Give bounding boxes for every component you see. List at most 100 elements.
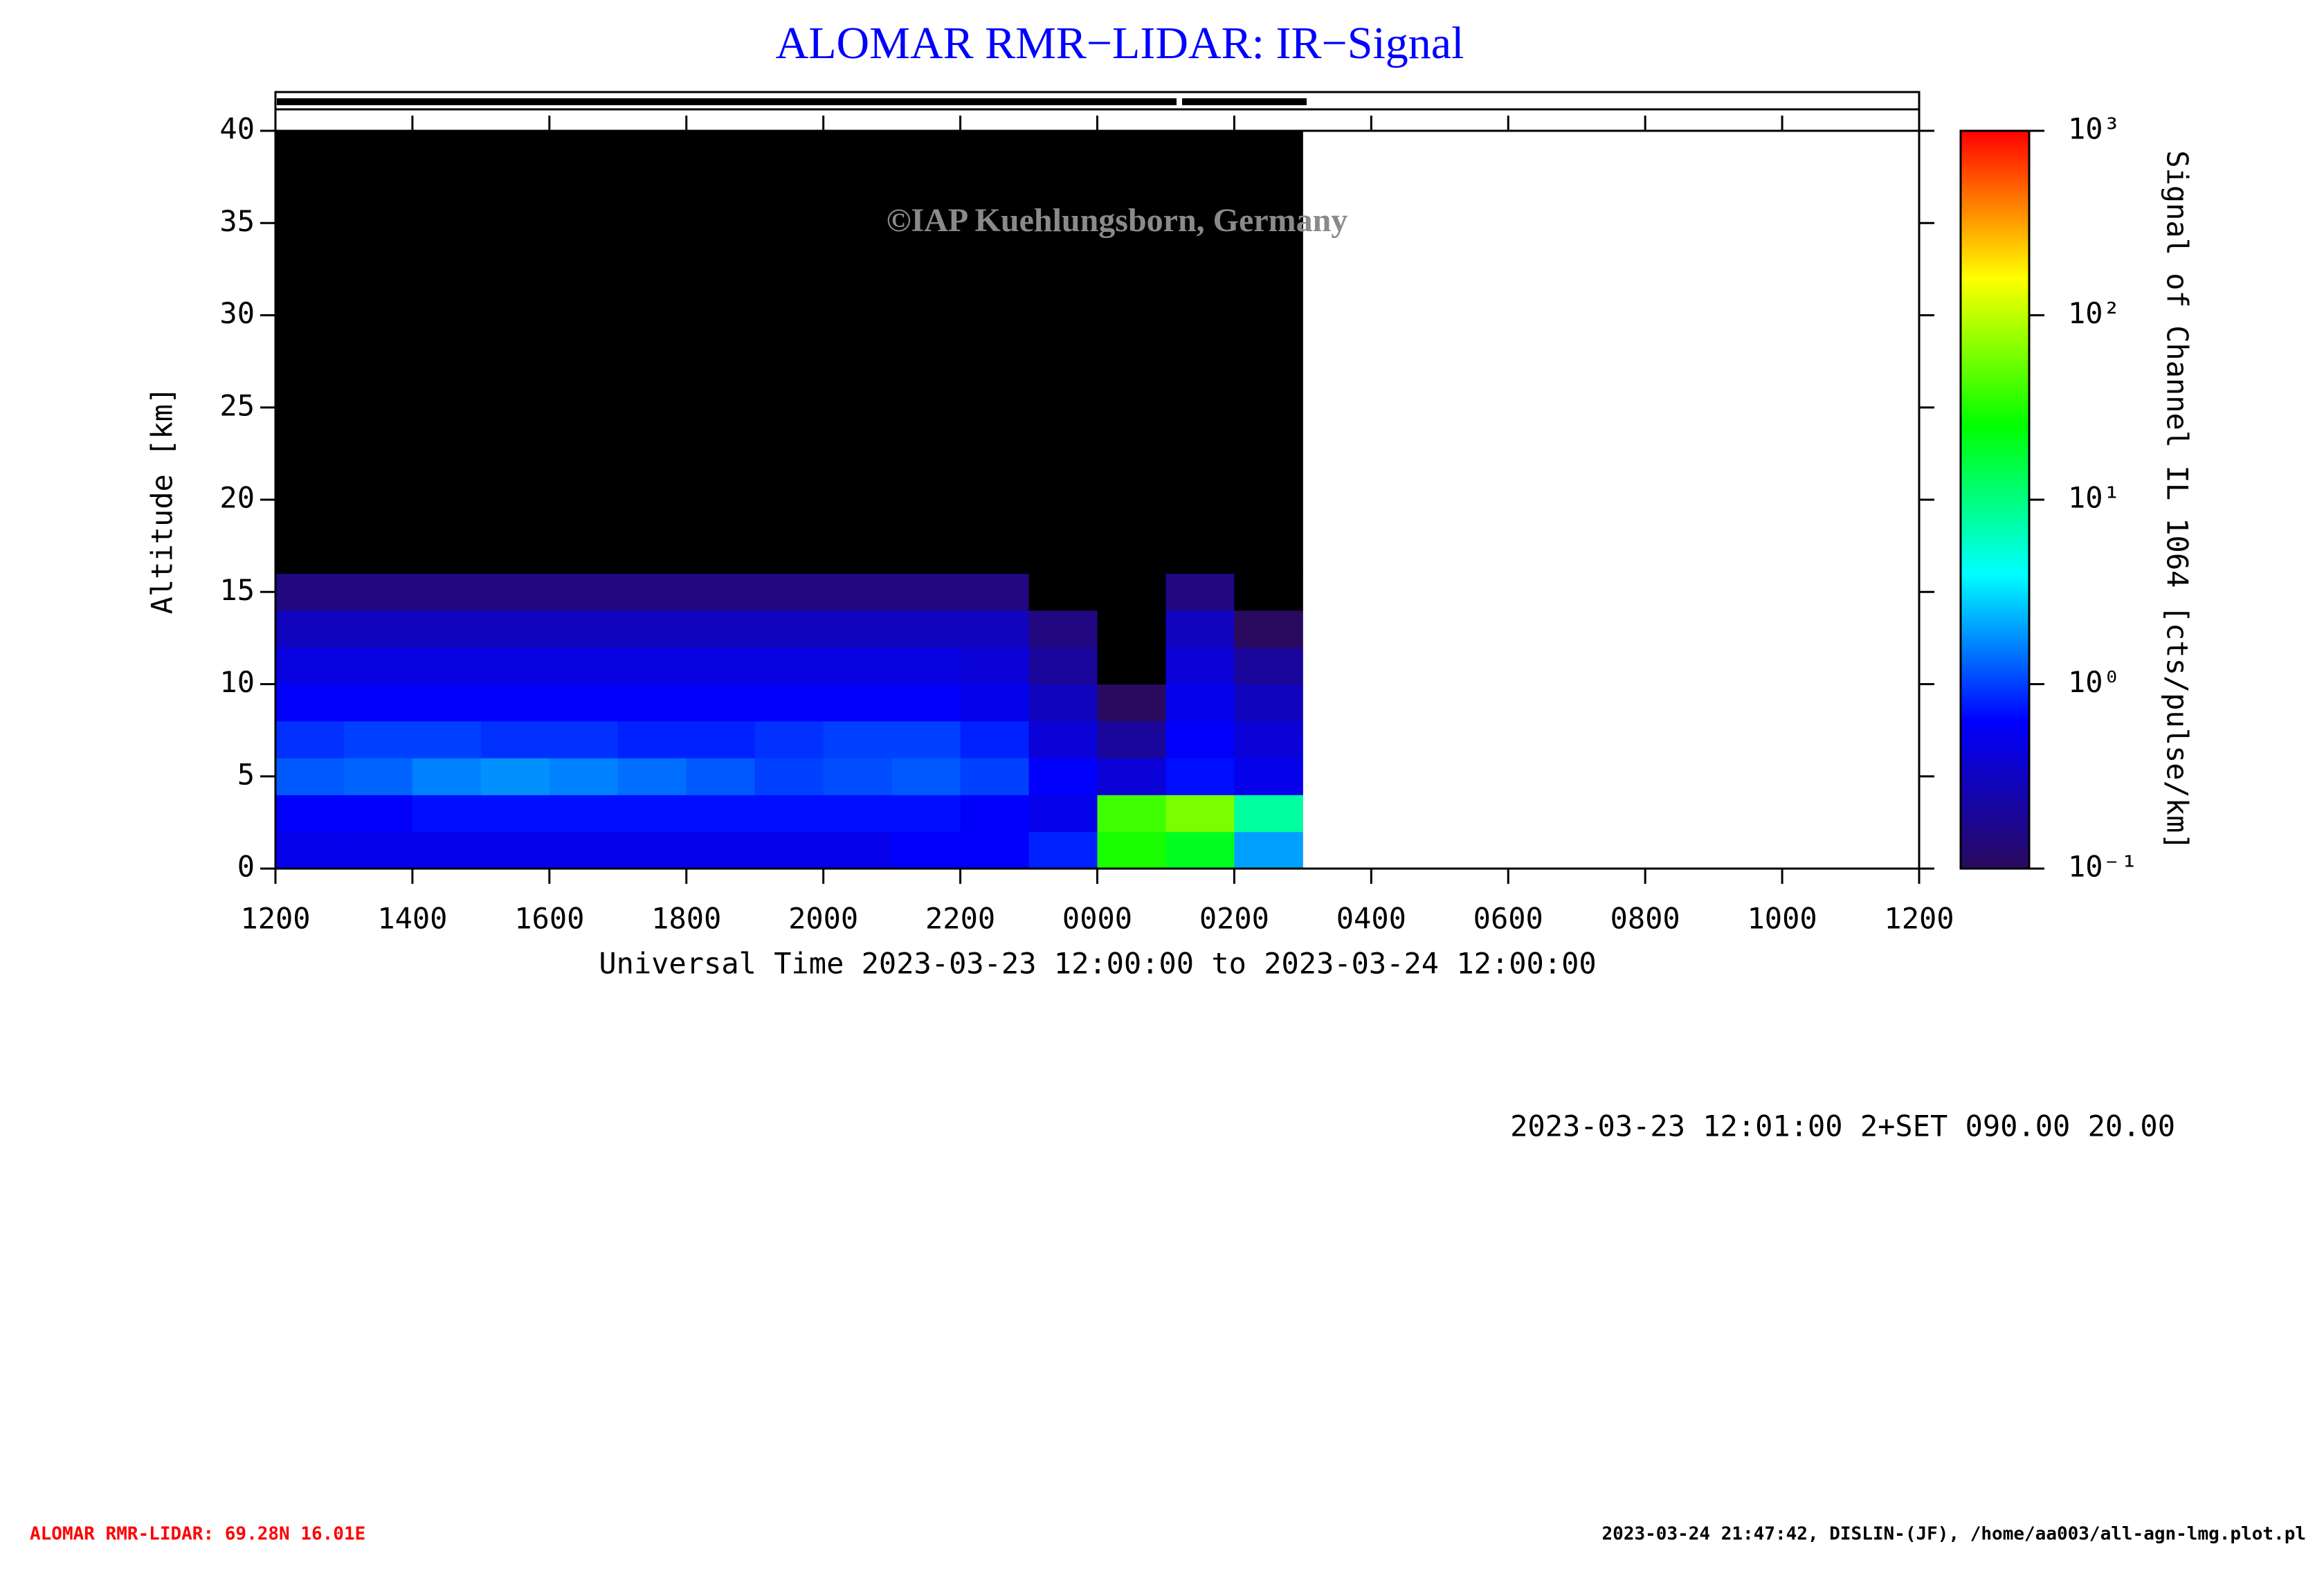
heatmap-cell <box>617 573 687 611</box>
y-tick-label: 25 <box>219 388 255 422</box>
heatmap-cell <box>891 573 961 611</box>
heatmap-cell <box>754 831 824 869</box>
heatmap-cell <box>754 720 824 759</box>
heatmap-cell <box>1234 795 1303 833</box>
heatmap-cell <box>1028 610 1098 648</box>
availability-bar <box>1182 98 1307 105</box>
x-tick-label: 1200 <box>1884 902 1954 936</box>
heatmap-cell <box>1028 647 1098 684</box>
heatmap-cell <box>412 131 482 574</box>
heatmap-cell <box>549 758 619 795</box>
heatmap-cell <box>823 795 893 833</box>
heatmap-cell <box>891 795 961 833</box>
y-tick-label: 40 <box>219 112 255 146</box>
x-tick-label: 0800 <box>1610 902 1680 936</box>
heatmap-cell <box>480 720 550 759</box>
heatmap-cell <box>1165 131 1235 574</box>
x-tick-label: 0600 <box>1473 902 1543 936</box>
heatmap-cell <box>960 610 1030 648</box>
heatmap-cell <box>343 573 413 611</box>
heatmap-cell <box>480 831 550 869</box>
heatmap-cell <box>1097 720 1166 759</box>
heatmap-cell <box>754 684 824 722</box>
heatmap-cell <box>1165 720 1235 759</box>
heatmap-cell <box>480 647 550 684</box>
heatmap-cell <box>1097 758 1166 795</box>
heatmap-cell <box>1165 647 1235 684</box>
heatmap-cell <box>617 720 687 759</box>
heatmap-cell <box>960 831 1030 869</box>
heatmap-cell <box>1165 684 1235 722</box>
heatmap-cell <box>960 758 1030 795</box>
heatmap-cell <box>617 647 687 684</box>
heatmap-cell <box>1097 684 1166 722</box>
heatmap-cell <box>1028 831 1098 869</box>
heatmap-cell <box>1028 684 1098 722</box>
y-tick-label: 0 <box>237 850 255 884</box>
heatmap-cell <box>1165 831 1235 869</box>
heatmap-cell <box>412 573 482 611</box>
heatmap-cell <box>275 720 345 759</box>
x-tick-label: 1600 <box>514 902 584 936</box>
y-tick-label: 35 <box>219 204 255 238</box>
x-tick-label: 1200 <box>240 902 310 936</box>
heatmap-cell <box>1234 131 1303 574</box>
heatmap-cell <box>412 795 482 833</box>
heatmap-cell <box>1234 831 1303 869</box>
heatmap-cell <box>617 131 687 574</box>
colorbar-tick-label: 10⁻¹ <box>2068 850 2138 884</box>
heatmap-cell <box>480 131 550 574</box>
heatmap-cell <box>343 758 413 795</box>
y-tick-label: 30 <box>219 296 255 330</box>
heatmap-cell <box>823 131 893 574</box>
heatmap-cell <box>1028 720 1098 759</box>
x-tick-label: 1000 <box>1747 902 1817 936</box>
heatmap-cell <box>686 795 756 833</box>
heatmap-cell <box>686 647 756 684</box>
heatmap-cell <box>275 684 345 722</box>
heatmap-cell <box>412 610 482 648</box>
heatmap-cell <box>686 573 756 611</box>
heatmap-cell <box>275 131 345 574</box>
heatmap-cell <box>686 720 756 759</box>
heatmap-cell <box>549 684 619 722</box>
heatmap-cell <box>549 647 619 684</box>
heatmap-cell <box>754 647 824 684</box>
heatmap-cell <box>891 131 961 574</box>
heatmap-cell <box>275 610 345 648</box>
heatmap-cell <box>1028 573 1098 611</box>
heatmap-cell <box>275 831 345 869</box>
y-tick-label: 15 <box>219 573 255 607</box>
heatmap-cell <box>549 720 619 759</box>
heatmap-cell <box>343 720 413 759</box>
colorbar-tick-label: 10² <box>2068 296 2121 330</box>
heatmap-cell <box>549 131 619 574</box>
colorbar-tick-label: 10¹ <box>2068 481 2121 515</box>
heatmap-cell <box>686 610 756 648</box>
heatmap-cell <box>1097 831 1166 869</box>
chart-title: ALOMAR RMR−LIDAR: IR−Signal <box>776 18 1464 69</box>
colorbar-tick-label: 10⁰ <box>2068 665 2121 699</box>
heatmap-cell <box>823 758 893 795</box>
heatmap-cell <box>891 610 961 648</box>
heatmap-cell <box>1234 647 1303 684</box>
heatmap-cell <box>1165 758 1235 795</box>
heatmap-cell <box>412 720 482 759</box>
heatmap-cell <box>891 720 961 759</box>
heatmap-cell <box>823 647 893 684</box>
heatmap-cell <box>480 573 550 611</box>
heatmap-cell <box>617 795 687 833</box>
heatmap-cell <box>960 647 1030 684</box>
heatmap-cell <box>686 831 756 869</box>
heatmap-cell <box>823 831 893 869</box>
heatmap-cell <box>275 573 345 611</box>
colorbar-label: Signal of Channel IL 1064 [cts/pulse/km] <box>2161 150 2195 850</box>
heatmap-cell <box>343 610 413 648</box>
heatmap-cell <box>412 831 482 869</box>
y-tick-label: 10 <box>219 665 255 699</box>
x-tick-label: 2000 <box>788 902 858 936</box>
footer-right: 2023-03-24 21:47:42, DISLIN-(JF), /home/… <box>1602 1524 2306 1545</box>
heatmap-cell <box>960 795 1030 833</box>
heatmap-cell <box>1097 610 1166 648</box>
